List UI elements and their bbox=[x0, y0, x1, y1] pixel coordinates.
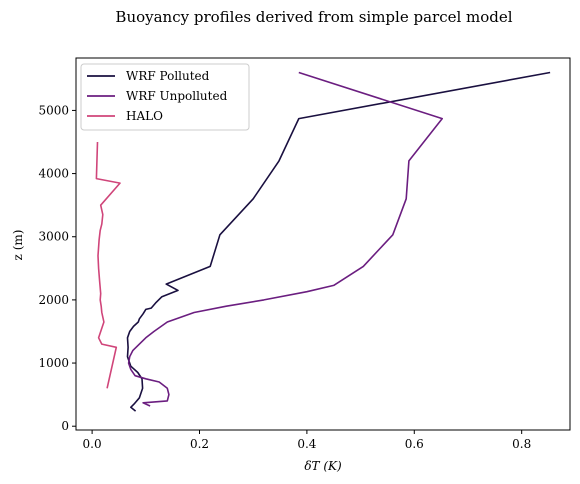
x-tick-label: 0.0 bbox=[83, 437, 102, 451]
y-tick-label: 1000 bbox=[38, 356, 69, 370]
legend-label-1: WRF Unpolluted bbox=[126, 89, 228, 103]
y-tick-label: 4000 bbox=[38, 167, 69, 181]
legend-box bbox=[80, 63, 250, 131]
series-line-1 bbox=[127, 71, 444, 407]
chart-title: Buoyancy profiles derived from simple pa… bbox=[115, 8, 512, 26]
legend-label-0: WRF Polluted bbox=[126, 69, 210, 83]
y-tick-label: 0 bbox=[61, 419, 69, 433]
series-line-0 bbox=[126, 71, 551, 412]
legend: WRF Polluted WRF Unpolluted HALO bbox=[80, 63, 250, 131]
plot-lines bbox=[95, 71, 551, 412]
x-tick-label: 0.2 bbox=[190, 437, 209, 451]
x-tick-label: 0.8 bbox=[512, 437, 531, 451]
plot-frame bbox=[75, 57, 571, 431]
series-line-2 bbox=[95, 141, 121, 389]
y-axis-label: z (m) bbox=[11, 230, 25, 261]
x-tick-label: 0.6 bbox=[405, 437, 424, 451]
y-tick-label: 2000 bbox=[38, 293, 69, 307]
y-tick-label: 3000 bbox=[38, 230, 69, 244]
y-axis: 0 1000 2000 3000 4000 5000 bbox=[38, 103, 76, 433]
x-axis: 0.0 0.2 0.4 0.6 0.8 bbox=[83, 430, 531, 451]
x-tick-label: 0.4 bbox=[297, 437, 316, 451]
legend-label-2: HALO bbox=[126, 109, 163, 123]
y-tick-label: 5000 bbox=[38, 103, 69, 117]
x-axis-label: δT (K) bbox=[304, 459, 342, 473]
